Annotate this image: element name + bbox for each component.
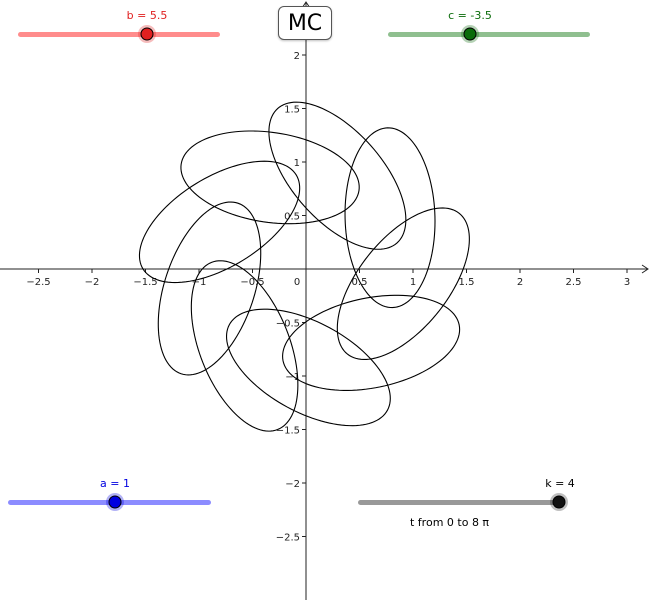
slider-c-knob[interactable]: [463, 27, 477, 41]
axis-arrows: [301, 1, 649, 274]
x-tick-label: 0: [294, 277, 300, 288]
x-tick-label: 2.5: [566, 277, 582, 288]
y-tick-label: 1: [294, 158, 300, 169]
slider-a-knob[interactable]: [108, 495, 122, 509]
x-tick-label: −1: [192, 277, 207, 288]
x-tick-label: −1.5: [133, 277, 157, 288]
slider-c-track[interactable]: [388, 32, 590, 37]
slider-b-track[interactable]: [18, 32, 220, 37]
parameter-caption: t from 0 to 8 π: [410, 516, 490, 529]
x-tick-label: −2.5: [26, 277, 50, 288]
x-tick-label: 1.5: [459, 277, 475, 288]
y-tick-label: −1.5: [276, 426, 300, 437]
y-tick-label: −2.5: [276, 533, 300, 544]
y-tick-label: −0.5: [276, 319, 300, 330]
slider-k-label: k = 4: [545, 477, 575, 490]
x-tick-label: 1: [410, 277, 416, 288]
mc-button[interactable]: MC: [278, 6, 332, 40]
slider-k-track[interactable]: [358, 500, 561, 505]
y-tick-label: −2: [285, 479, 300, 490]
x-tick-label: 0.5: [352, 277, 368, 288]
y-tick-label: 0.5: [284, 212, 300, 223]
y-tick-label: −1: [285, 372, 300, 383]
slider-b-label: b = 5.5: [126, 9, 168, 22]
axis-tick-labels: −2.5 −2 −1.5 −1 −0.5 0 0.5 1 1.5 2 2.5 3 2 1.5 1 0.5 −0.…: [26, 51, 630, 544]
slider-a-label: a = 1: [100, 477, 130, 490]
slider-k-knob[interactable]: [552, 495, 566, 509]
x-tick-label: 2: [517, 277, 523, 288]
slider-b-knob[interactable]: [140, 27, 154, 41]
slider-c-label: c = -3.5: [448, 9, 492, 22]
x-tick-label: −0.5: [240, 277, 264, 288]
x-tick-label: 3: [624, 277, 630, 288]
parametric-curve: [138, 101, 470, 432]
y-tick-label: 1.5: [284, 105, 300, 116]
x-tick-label: −2: [85, 277, 100, 288]
y-tick-label: 2: [294, 51, 300, 62]
